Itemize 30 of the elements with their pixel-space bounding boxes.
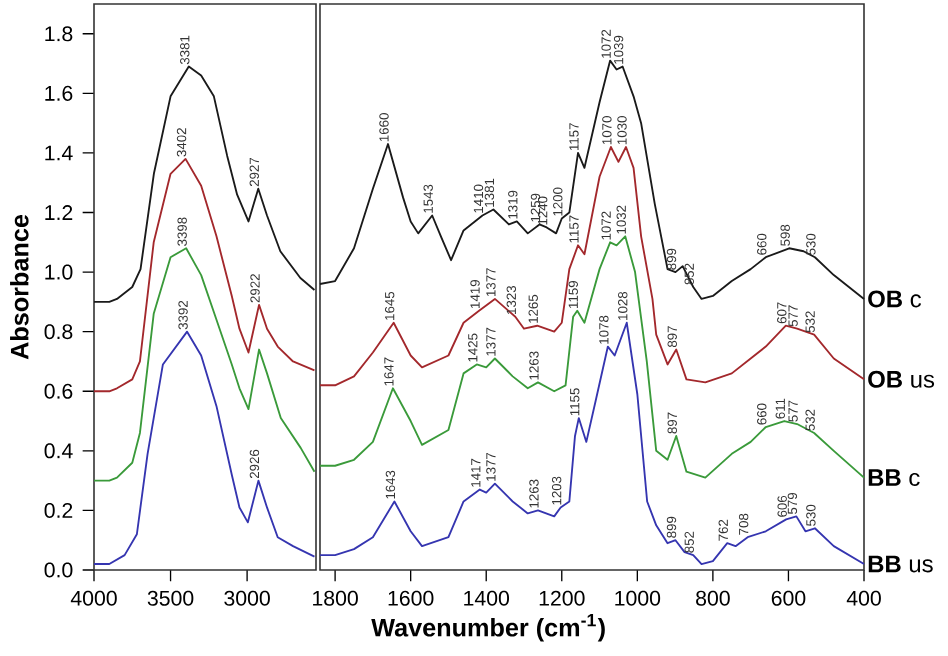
- x-tick-label: 3500: [147, 590, 194, 606]
- y-tick-label: 0.4: [44, 443, 73, 459]
- line-series: [93, 65, 316, 303]
- x-tick-label: 1000: [615, 590, 661, 606]
- x-tick-label: 800: [696, 590, 730, 606]
- x-tick-label: 1400: [464, 590, 510, 606]
- y-tick-label: 0.0: [44, 562, 73, 578]
- line-series: [93, 157, 316, 393]
- x-tick-label: 1800: [313, 590, 358, 606]
- y-axis-title: Absorbance: [10, 214, 29, 360]
- y-tick-label: 1.4: [45, 145, 73, 161]
- x-tick-label: 4000: [70, 590, 117, 606]
- series-label: BB c: [868, 469, 920, 487]
- series-label: OB c: [868, 290, 922, 308]
- x-tick-label: 600: [771, 590, 806, 606]
- x-tick-label: 1200: [539, 590, 585, 606]
- x-axis-title: Wavenumber (cm$^{-1}$): [371, 614, 605, 642]
- y-tick-label: 1.2: [45, 205, 73, 220]
- series-label: BB us: [868, 555, 933, 573]
- x-tick-label: 1600: [388, 590, 434, 606]
- y-tick-label: 0.2: [44, 502, 73, 518]
- y-tick-label: 0.6: [44, 383, 73, 399]
- y-tick-label: 1.8: [45, 26, 73, 42]
- x-tick-label: 3000: [224, 590, 270, 606]
- line-series: [93, 247, 316, 482]
- x-tick-label: 400: [846, 590, 881, 606]
- y-tick-label: 0.8: [44, 324, 73, 340]
- y-tick-label: 1.0: [45, 264, 73, 280]
- series-label: OB us: [868, 370, 935, 388]
- y-tick-label: 1.6: [45, 85, 73, 101]
